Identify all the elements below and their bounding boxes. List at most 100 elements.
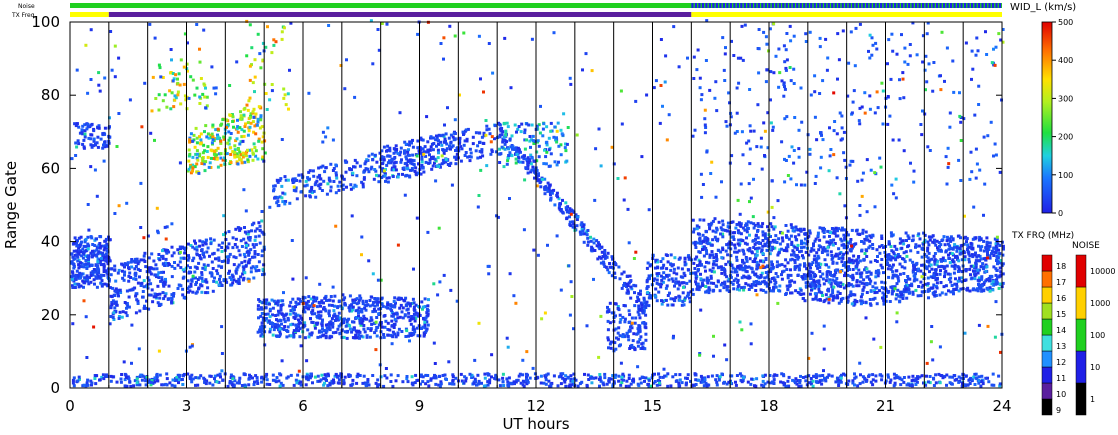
data-point bbox=[76, 379, 80, 383]
data-point bbox=[782, 269, 786, 273]
data-point bbox=[727, 380, 731, 384]
data-point bbox=[671, 375, 675, 379]
data-point bbox=[525, 138, 528, 142]
data-point bbox=[571, 220, 575, 224]
data-point bbox=[251, 376, 254, 380]
data-point bbox=[734, 383, 738, 387]
data-point bbox=[314, 195, 318, 199]
data-point bbox=[998, 252, 1002, 256]
data-point bbox=[790, 257, 794, 261]
data-point bbox=[104, 252, 108, 256]
data-point bbox=[394, 168, 398, 172]
data-point bbox=[192, 256, 196, 260]
data-point bbox=[833, 296, 837, 300]
data-point bbox=[825, 240, 829, 244]
data-point bbox=[377, 300, 381, 304]
noise-mark bbox=[974, 3, 977, 8]
data-point bbox=[843, 274, 846, 278]
data-point bbox=[351, 382, 355, 386]
noise-mark bbox=[876, 3, 879, 8]
data-point bbox=[423, 297, 427, 301]
data-point bbox=[1001, 253, 1005, 257]
data-point bbox=[639, 301, 643, 305]
data-point bbox=[692, 227, 696, 231]
data-point bbox=[394, 379, 398, 383]
noise-mark bbox=[771, 3, 774, 8]
data-point bbox=[864, 379, 868, 383]
data-point bbox=[276, 313, 280, 317]
data-point bbox=[188, 375, 192, 379]
data-point bbox=[268, 302, 271, 306]
data-point bbox=[114, 279, 118, 283]
data-point bbox=[133, 267, 137, 271]
data-point bbox=[395, 148, 399, 151]
data-point bbox=[763, 265, 767, 269]
data-point bbox=[277, 311, 281, 315]
data-point bbox=[357, 314, 360, 318]
data-point bbox=[900, 378, 904, 382]
data-point bbox=[132, 384, 136, 388]
data-point bbox=[884, 294, 888, 298]
data-point bbox=[650, 273, 654, 277]
data-point bbox=[839, 299, 843, 303]
data-point bbox=[390, 319, 394, 323]
data-point bbox=[964, 269, 968, 273]
data-point bbox=[957, 375, 961, 379]
data-point bbox=[247, 261, 250, 265]
data-point bbox=[297, 302, 301, 306]
data-point bbox=[98, 258, 102, 262]
data-point bbox=[258, 328, 262, 332]
data-point bbox=[134, 274, 138, 278]
data-point bbox=[868, 298, 872, 301]
data-point bbox=[829, 231, 833, 234]
noise-mark bbox=[775, 3, 778, 8]
data-point bbox=[429, 135, 433, 139]
data-point bbox=[939, 281, 943, 284]
data-point bbox=[327, 178, 331, 182]
data-point bbox=[985, 247, 989, 251]
data-point bbox=[204, 291, 208, 295]
data-point bbox=[324, 323, 328, 327]
data-point bbox=[283, 175, 287, 179]
data-point bbox=[264, 374, 268, 378]
data-point bbox=[614, 302, 618, 306]
data-point bbox=[992, 246, 996, 250]
data-point bbox=[109, 379, 113, 383]
data-point bbox=[75, 269, 79, 273]
data-point bbox=[443, 137, 447, 141]
data-point bbox=[938, 244, 941, 248]
data-point bbox=[648, 294, 652, 297]
data-point bbox=[966, 383, 969, 387]
data-point bbox=[807, 253, 811, 257]
data-point bbox=[669, 253, 673, 257]
data-point bbox=[334, 171, 338, 175]
data-point bbox=[404, 155, 408, 159]
data-point bbox=[829, 270, 832, 274]
data-point bbox=[617, 265, 621, 269]
noise-mark bbox=[890, 3, 893, 8]
data-point bbox=[714, 378, 718, 382]
data-point bbox=[914, 243, 918, 247]
data-point bbox=[841, 263, 845, 267]
data-point bbox=[411, 297, 415, 301]
data-point bbox=[120, 373, 124, 376]
noise-mark bbox=[984, 3, 988, 8]
data-point bbox=[526, 164, 530, 168]
data-point bbox=[988, 254, 992, 258]
data-point bbox=[81, 247, 85, 251]
data-point bbox=[863, 252, 867, 255]
data-point bbox=[424, 154, 428, 158]
noise-mark bbox=[883, 3, 886, 8]
data-point bbox=[426, 148, 430, 152]
data-point bbox=[163, 294, 167, 298]
data-point bbox=[985, 236, 989, 240]
data-point bbox=[257, 234, 261, 238]
data-point bbox=[411, 381, 415, 385]
noise-mark bbox=[712, 3, 715, 8]
data-point bbox=[412, 307, 416, 311]
data-point bbox=[544, 185, 548, 189]
data-point bbox=[526, 167, 530, 171]
data-point bbox=[778, 248, 782, 252]
noise-mark bbox=[928, 3, 932, 8]
data-point bbox=[847, 265, 851, 269]
